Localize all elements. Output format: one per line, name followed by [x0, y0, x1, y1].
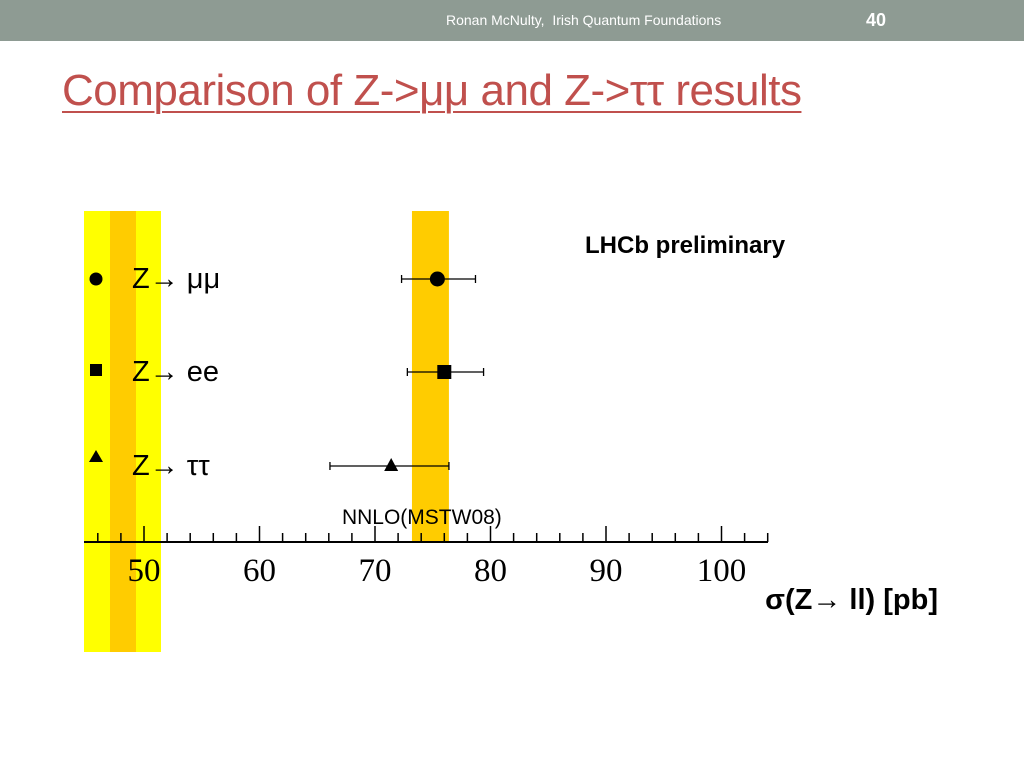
x-axis-label: σ(Z→ ll) [pb]: [765, 584, 938, 616]
slide-title: Comparison of Z->μμ and Z->ττ results: [62, 66, 802, 115]
x-tick-label: 90: [590, 553, 623, 589]
data-point-triangle: [384, 458, 399, 471]
legend-label: Z→ ee: [132, 356, 219, 388]
page-number: 40: [866, 10, 887, 30]
left-inner-band: [110, 211, 136, 652]
theory-band-label: NNLO(MSTW08): [342, 506, 502, 529]
header-bar: Ronan McNulty, Irish Quantum Foundations…: [0, 0, 1024, 41]
data-point-circle: [429, 271, 445, 287]
legend-marker-circle: [89, 272, 103, 286]
data-point-square: [437, 365, 452, 379]
x-tick-label: 50: [128, 553, 161, 589]
legend-marker-square: [90, 364, 102, 376]
legend-label: Z→ ττ: [132, 450, 210, 482]
x-tick-label: 60: [243, 553, 276, 589]
annotation-lhcb-preliminary: LHCb preliminary: [585, 232, 786, 259]
x-tick-label: 70: [359, 553, 392, 589]
x-tick-label: 100: [697, 553, 747, 589]
x-tick-label: 80: [474, 553, 507, 589]
legend-label: Z→ μμ: [132, 263, 220, 295]
legend-marker-triangle: [89, 450, 103, 462]
footer-author: Ronan McNulty, Irish Quantum Foundations: [446, 12, 722, 28]
